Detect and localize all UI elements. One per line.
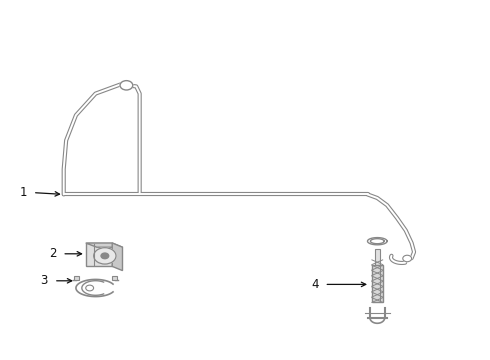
Bar [372, 265, 383, 302]
Text: 1: 1 [20, 186, 27, 199]
Text: 4: 4 [311, 278, 318, 291]
Bar [74, 276, 79, 280]
Polygon shape [86, 243, 122, 247]
Circle shape [101, 253, 109, 259]
Circle shape [403, 255, 412, 262]
Polygon shape [86, 243, 112, 266]
Text: 2: 2 [49, 247, 56, 260]
Bar [112, 276, 117, 280]
Circle shape [94, 248, 116, 264]
Circle shape [120, 81, 133, 90]
Text: 3: 3 [41, 274, 48, 287]
Polygon shape [112, 243, 122, 271]
Circle shape [86, 285, 94, 291]
Bar [375, 249, 380, 265]
